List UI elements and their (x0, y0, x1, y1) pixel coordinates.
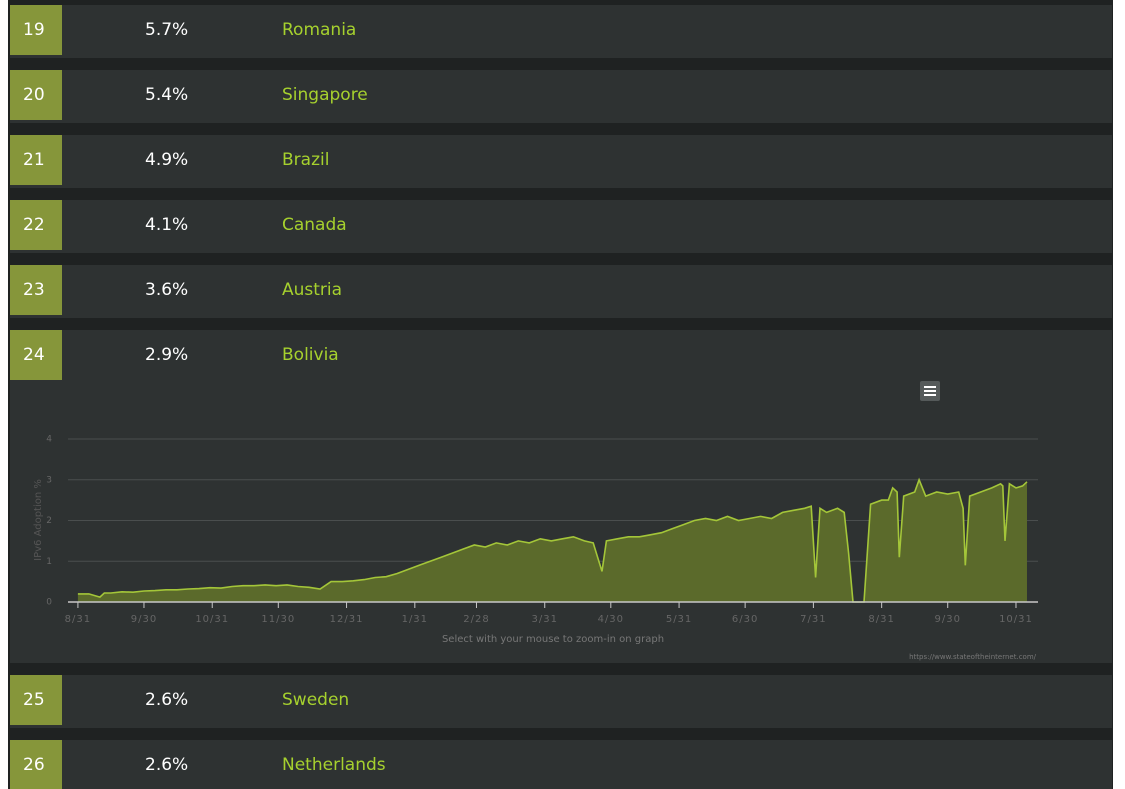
row-background (10, 70, 1112, 123)
menu-line (924, 386, 936, 388)
country: Brazil (282, 150, 329, 170)
country: Canada (282, 215, 347, 235)
rank: 20 (23, 85, 45, 105)
x-tick-label: 10/31 (195, 614, 229, 625)
country: Netherlands (282, 755, 386, 775)
country: Romania (282, 20, 356, 40)
country: Austria (282, 280, 342, 300)
percent: 5.7% (145, 20, 188, 40)
rank-badge (10, 135, 62, 185)
x-tick-label: 1/31 (402, 614, 428, 625)
x-tick-label: 3/31 (532, 614, 558, 625)
rank: 19 (23, 20, 45, 40)
row-background (10, 265, 1112, 318)
menu-line (924, 394, 936, 396)
rank: 25 (23, 690, 45, 710)
row-background (10, 675, 1112, 728)
rank-badge (10, 5, 62, 55)
y-tick-label: 2 (46, 516, 52, 526)
percent: 4.9% (145, 150, 188, 170)
x-tick-label: 11/30 (261, 614, 295, 625)
x-tick-label: 7/31 (800, 614, 826, 625)
area-line (77, 477, 1028, 603)
percent: 5.4% (145, 85, 188, 105)
chart-menu-button[interactable] (920, 381, 940, 401)
x-tick-label: 9/30 (131, 614, 157, 625)
chart-caption: Select with your mouse to zoom-in on gra… (442, 634, 664, 645)
x-tick-label: 5/31 (666, 614, 692, 625)
menu-line (924, 390, 936, 392)
row-background (10, 200, 1112, 253)
percent: 2.6% (145, 755, 188, 775)
x-tick-label: 8/31 (868, 614, 894, 625)
rank-badge (10, 200, 62, 250)
country: Singapore (282, 85, 368, 105)
percent: 2.6% (145, 690, 188, 710)
x-tick-label: 10/31 (999, 614, 1033, 625)
y-tick-label: 4 (46, 435, 52, 445)
percent: 2.9% (145, 345, 188, 365)
row-background (10, 135, 1112, 188)
y-tick-label: 3 (46, 475, 52, 485)
y-axis-label: IPv6 Adoption % (33, 479, 44, 561)
x-tick-label: 8/31 (65, 614, 91, 625)
rank: 23 (23, 280, 45, 300)
rank: 24 (23, 345, 45, 365)
row-background (10, 5, 1112, 58)
rank: 26 (23, 755, 45, 775)
rank: 22 (23, 215, 45, 235)
rank-badge (10, 330, 62, 380)
chart-credit: https://www.stateoftheinternet.com/ (909, 653, 1037, 661)
percent: 3.6% (145, 280, 188, 300)
x-tick-label: 2/28 (463, 614, 489, 625)
country: Sweden (282, 690, 349, 710)
rank-badge (10, 740, 62, 789)
y-tick-label: 0 (46, 598, 52, 608)
y-tick-label: 1 (46, 557, 52, 567)
x-tick-label: 6/30 (732, 614, 758, 625)
rank-badge (10, 265, 62, 315)
percent: 4.1% (145, 215, 188, 235)
country: Bolivia (282, 345, 339, 365)
row-background (10, 740, 1112, 789)
rank-badge (10, 70, 62, 120)
x-tick-label: 9/30 (934, 614, 960, 625)
x-tick-label: 12/31 (330, 614, 364, 625)
rank-badge (10, 675, 62, 725)
rank: 21 (23, 150, 45, 170)
x-tick-label: 4/30 (598, 614, 624, 625)
